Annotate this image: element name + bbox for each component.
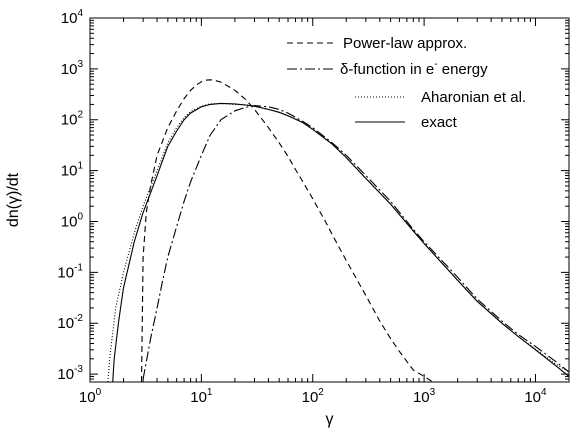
y-tick-label-5: 101 xyxy=(61,161,84,180)
x-tick-label-4: 103 xyxy=(413,387,436,406)
legend-label-part: energy xyxy=(438,61,489,78)
x-tick-label-2-base: 10 xyxy=(190,389,207,406)
x-tick-label-3-base: 10 xyxy=(302,389,319,406)
legend-label-2: δ-function in e- energy xyxy=(340,59,488,78)
y-tick-label-3: 10-1 xyxy=(57,262,83,281)
plot-area xyxy=(107,79,569,382)
x-tick-label-5-base: 10 xyxy=(524,389,541,406)
x-tick-label-4-exponent: 3 xyxy=(430,387,436,398)
x-tick-label-2: 101 xyxy=(190,387,213,406)
legend-label-4: exact xyxy=(421,114,458,131)
y-tick-label-4-exponent: 0 xyxy=(77,211,83,222)
x-axis-title: γ xyxy=(326,411,334,428)
y-tick-label-6-base: 10 xyxy=(61,112,78,129)
y-tick-label-7-exponent: 3 xyxy=(77,59,83,70)
y-tick-label-4: 100 xyxy=(61,211,84,230)
legend-label-part: Power-law approx. xyxy=(343,35,467,52)
x-tick-label-2-exponent: 1 xyxy=(207,387,213,398)
y-tick-label-1-base: 10 xyxy=(57,366,74,383)
x-tick-label-1: 100 xyxy=(79,387,102,406)
ticks: 100 101 102 103 10410-310-210-11001011021031… xyxy=(57,8,569,406)
y-tick-label-3-base: 10 xyxy=(57,264,74,281)
legend-label-part: Aharonian et al. xyxy=(421,89,526,106)
y-tick-label-8-base: 10 xyxy=(61,10,78,27)
x-tick-label-3: 102 xyxy=(302,387,325,406)
y-tick-label-2-base: 10 xyxy=(57,315,74,332)
y-tick-label-2: 10-2 xyxy=(57,313,83,332)
y-tick-label-7: 103 xyxy=(61,59,84,78)
legend-label-part: exact xyxy=(421,114,458,131)
y-tick-label-4-base: 10 xyxy=(61,213,78,230)
y-tick-label-8-exponent: 4 xyxy=(77,8,83,19)
y-tick-label-5-base: 10 xyxy=(61,163,78,180)
x-tick-label-1-base: 10 xyxy=(79,389,96,406)
y-tick-label-1: 10-3 xyxy=(57,364,83,383)
x-tick-label-3-exponent: 2 xyxy=(318,387,324,398)
legend-label-part: - xyxy=(434,59,437,70)
y-tick-label-1-exponent: -3 xyxy=(74,364,83,375)
x-tick-label-1-exponent: 0 xyxy=(96,387,102,398)
series-line-3 xyxy=(107,102,569,382)
x-tick-label-4-base: 10 xyxy=(413,389,430,406)
legend-label-part: δ-function in e xyxy=(340,61,434,78)
plot-frame xyxy=(89,17,570,383)
x-tick-label-5-exponent: 4 xyxy=(541,387,547,398)
series-line-4 xyxy=(112,102,569,382)
series-line-2 xyxy=(142,105,569,380)
x-tick-label-5: 104 xyxy=(524,387,547,406)
legend-label-3: Aharonian et al. xyxy=(421,89,526,106)
legend: Power-law approx. δ-function in e- energy… xyxy=(287,35,526,131)
y-tick-label-8: 104 xyxy=(61,8,84,27)
y-tick-label-7-base: 10 xyxy=(61,61,78,78)
y-tick-label-3-exponent: -1 xyxy=(74,262,83,273)
y-tick-label-5-exponent: 1 xyxy=(77,161,83,172)
y-axis-title: dn(γ)/dt xyxy=(5,172,22,227)
series-line-1 xyxy=(140,79,434,382)
legend-label-1: Power-law approx. xyxy=(343,35,467,52)
y-tick-label-6-exponent: 2 xyxy=(77,110,83,121)
y-tick-label-2-exponent: -2 xyxy=(74,313,83,324)
y-tick-label-6: 102 xyxy=(61,110,84,129)
